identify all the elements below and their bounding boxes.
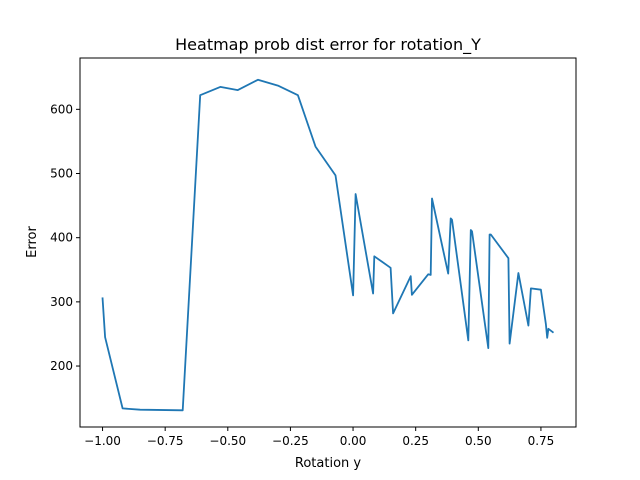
chart-title: Heatmap prob dist error for rotation_Y xyxy=(175,35,481,55)
series-line xyxy=(101,78,555,412)
axis-ticks: −1.00 −0.75 −0.50 −0.25 0.00 0.25 0.50 0.75 200 3… xyxy=(50,102,554,448)
x-axis-label: Rotation y xyxy=(295,456,362,471)
x-tick-label: 0.25 xyxy=(402,434,429,448)
y-tick-label: 300 xyxy=(50,295,73,309)
plot-frame xyxy=(79,57,577,428)
x-tick-label: −1.00 xyxy=(84,434,121,448)
x-tick-label: −0.50 xyxy=(209,434,246,448)
y-tick-label: 600 xyxy=(50,102,73,116)
y-tick-label: 500 xyxy=(50,167,73,181)
series-layer xyxy=(101,78,555,412)
y-axis-label: Error xyxy=(25,226,40,258)
x-tick-label: 0.00 xyxy=(340,434,367,448)
x-tick-label: 0.50 xyxy=(465,434,492,448)
x-tick-label: −0.25 xyxy=(272,434,309,448)
x-tick-label: 0.75 xyxy=(528,434,555,448)
x-tick-label: −0.75 xyxy=(147,434,184,448)
y-tick-label: 400 xyxy=(50,231,73,245)
y-tick-label: 200 xyxy=(50,359,73,373)
